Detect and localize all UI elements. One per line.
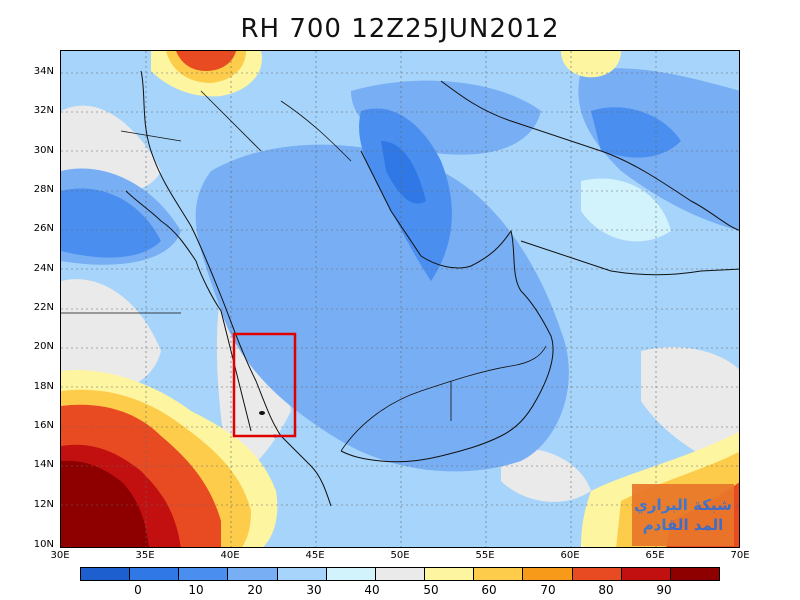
colorbar-label: 0 (134, 583, 142, 597)
colorbar-swatch (81, 568, 131, 580)
colorbar-swatch (130, 568, 180, 580)
lon-label: 70E (730, 550, 750, 561)
colorbar-label: 80 (598, 583, 614, 597)
lon-label: 45E (305, 550, 325, 561)
lon-label: 30E (50, 550, 70, 561)
lon-label: 50E (390, 550, 410, 561)
colorbar-label: 50 (423, 583, 439, 597)
rh-map-canvas (61, 51, 739, 547)
colorbar-label: 20 (247, 583, 263, 597)
colorbar-swatch (670, 568, 720, 580)
colorbar-swatch (326, 568, 376, 580)
lat-label: 28N (33, 184, 54, 195)
lat-label: 14N (33, 459, 54, 470)
lon-label: 35E (135, 550, 155, 561)
watermark-logo: شبكة البراري المد القادم (632, 484, 734, 546)
colorbar (80, 567, 720, 581)
colorbar-swatch (425, 568, 475, 580)
colorbar-swatch (474, 568, 524, 580)
lat-label: 18N (33, 381, 54, 392)
lat-label: 20N (33, 341, 54, 352)
colorbar-label: 60 (481, 583, 497, 597)
lat-label: 26N (33, 223, 54, 234)
map-title: RH 700 12Z25JUN2012 (240, 14, 560, 44)
colorbar-label: 40 (364, 583, 380, 597)
colorbar-swatch (228, 568, 278, 580)
borders (61, 90, 547, 452)
lat-label: 12N (33, 499, 54, 510)
graticule (61, 51, 739, 547)
colorbar-label: 10 (188, 583, 204, 597)
lat-label: 24N (33, 263, 54, 274)
lon-label: 60E (560, 550, 580, 561)
colorbar-label: 90 (656, 583, 672, 597)
colorbar-swatch (375, 568, 426, 580)
lat-label: 16N (33, 420, 54, 431)
lat-label: 10N (33, 539, 54, 550)
colorbar-swatch (572, 568, 622, 580)
colorbar-swatch (277, 568, 327, 580)
arabia-dry-region (195, 144, 569, 472)
rh-map (60, 50, 740, 548)
watermark-line-1: شبكة البراري (634, 496, 732, 514)
lon-label: 55E (475, 550, 495, 561)
watermark-line-2: المد القادم (642, 516, 724, 534)
colorbar-label: 30 (306, 583, 322, 597)
lat-label: 30N (33, 145, 54, 156)
colorbar-swatch (523, 568, 573, 580)
colorbar-swatch (621, 568, 671, 580)
lat-label: 32N (33, 105, 54, 116)
lat-label: 22N (33, 302, 54, 313)
colorbar-label: 70 (540, 583, 556, 597)
lat-label: 34N (33, 66, 54, 77)
lon-label: 65E (645, 550, 665, 561)
colorbar-swatch (179, 568, 229, 580)
lon-label: 40E (220, 550, 240, 561)
coastlines (125, 70, 739, 507)
highlight-box (232, 332, 297, 438)
